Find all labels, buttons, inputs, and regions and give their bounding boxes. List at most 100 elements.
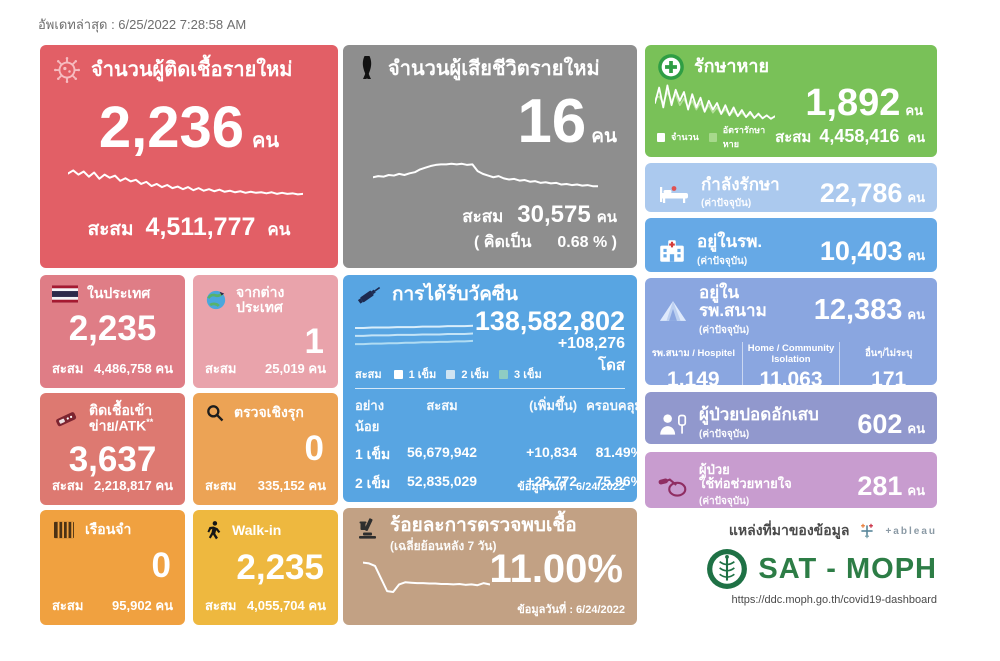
positive-rate-sparkline (363, 555, 490, 597)
dose2-swatch (446, 369, 456, 379)
new-cases-value: 2,236 (98, 95, 245, 160)
breakdown-label: รพ.สนาม / Hospitel (651, 348, 735, 360)
card-recovered: รักษาหาย 1,892 คน จำนวน อัตรารักษาหาย สะ… (645, 45, 937, 157)
cum-value: 25,019 (265, 361, 305, 376)
cum-unit: คน (155, 478, 173, 493)
card-subtitle: (ค่าปัจจุบัน) (699, 324, 750, 336)
cum-value: 335,152 (257, 478, 305, 493)
ventilator-icon (657, 473, 689, 499)
dose2-label: 2 เข็ม (461, 369, 490, 382)
atk-footnote-marks: ** (146, 417, 154, 428)
tableau-logo-icon[interactable] (859, 523, 875, 539)
last-updated-text: อัพเดทล่าสุด : 6/25/2022 7:28:58 AM (38, 17, 247, 32)
ventilator-titles: ผู้ป่วย ใช้ท่อช่วยหายใจ (ค่าปัจจุบัน) (699, 463, 847, 508)
prison-value: 0 (151, 546, 171, 585)
vaccine-cell: 81.49% (595, 444, 637, 461)
cum-label: สะสม (205, 598, 237, 613)
recovered-cum-value: 4,458,416 (819, 125, 900, 146)
card-domestic: ในประเทศ 2,235 สะสม 4,486,758 คน (40, 275, 185, 388)
vaccine-legend: สะสม 1 เข็ม 2 เข็ม 3 เข็ม (343, 365, 637, 383)
card-walkin: Walk-in 2,235 สะสม 4,055,704 คน (193, 510, 338, 625)
pneumonia-value: 602 (857, 408, 903, 439)
card-title-line1: ผู้ป่วย (699, 462, 730, 478)
data-source-block: แหล่งที่มาของข้อมูล +ableau (645, 520, 937, 606)
globe-icon (205, 289, 227, 311)
breakdown-label: Home / Community Isolation (747, 342, 835, 365)
patient-icon (657, 411, 689, 437)
deaths-unit: คน (591, 126, 617, 147)
breakdown-other: อื่นๆ/ไม่ระบุ 171 (839, 341, 937, 385)
walkin-value: 2,235 (236, 548, 324, 587)
dose1-swatch (393, 369, 403, 379)
card-title: Walk-in (232, 522, 282, 539)
cum-label: สะสม (205, 478, 237, 493)
abroad-cum: สะสม 25,019 คน (205, 358, 326, 379)
in-hospital-titles: อยู่ในรพ. (ค่าปัจจุบัน) (697, 233, 810, 269)
card-vaccine: การได้รับวัคซีน 138,582,802 +108,276 โดส… (343, 275, 637, 502)
card-title: การได้รับวัคซีน (392, 283, 518, 305)
cum-unit: คน (155, 361, 173, 376)
card-pneumonia: ผู้ป่วยปอดอักเสบ (ค่าปัจจุบัน) 602 คน (645, 392, 937, 444)
vaccine-delta: +108,276 (557, 335, 625, 353)
card-field-hospital: อยู่ในรพ.สนาม (ค่าปัจจุบัน) 12,383 คน รพ… (645, 278, 937, 385)
card-title-line2: ใช้ท่อช่วยหายใจ (699, 476, 792, 491)
card-positive-rate: ร้อยละการตรวจพบเชื้อ (เฉลี่ยย้อนหลัง 7 ว… (343, 508, 637, 625)
new-cases-unit: คน (252, 130, 280, 152)
ribbon-icon (355, 55, 379, 83)
domestic-cum: สะสม 4,486,758 คน (52, 358, 173, 379)
card-subtitle: (ค่าปัจจุบัน) (697, 255, 748, 267)
thai-flag-icon (52, 285, 78, 303)
card-title: ในประเทศ (87, 285, 151, 302)
card-title: ผู้ป่วยปอดอักเสบ (699, 405, 819, 425)
field-hospital-breakdown: รพ.สนาม / Hospitel 1,149 Home / Communit… (645, 341, 937, 385)
cum-label: สะสม (205, 361, 237, 376)
vaccine-divider (355, 388, 625, 390)
card-subtitle: (ค่าปัจจุบัน) (699, 495, 750, 507)
card-in-treatment: กำลังรักษา (ค่าปัจจุบัน) 22,786 คน (645, 163, 937, 212)
vaccine-total: 138,582,802 (474, 306, 625, 336)
card-deaths: จำนวนผู้เสียชีวิตรายใหม่ 16 คน สะสม 30,5… (343, 45, 637, 268)
positive-rate-value: 11.00% (489, 547, 623, 592)
dashboard-url-link[interactable]: https://ddc.moph.go.th/covid19-dashboard (731, 594, 937, 606)
data-source-label: แหล่งที่มาของข้อมูล (728, 522, 850, 538)
atk-cum: สะสม 2,218,817 คน (52, 475, 173, 496)
card-title: ร้อยละการตรวจพบเชื้อ (390, 515, 577, 536)
cum-value: 95,902 (112, 598, 152, 613)
tableau-wordmark[interactable]: +ableau (885, 525, 937, 537)
deaths-value: 16 (517, 87, 587, 156)
breakdown-value: 171 (871, 367, 907, 385)
deaths-sparkline (373, 147, 598, 203)
vaccine-cell: 1 เข็ม (355, 446, 391, 463)
cum-label: สะสม (52, 478, 84, 493)
card-atk: ติดเชื้อเข้าข่าย/ATK** 3,637 สะสม 2,218,… (40, 393, 185, 505)
dose3-label: 3 เข็ม (514, 369, 542, 382)
card-title: อยู่ในรพ. (697, 232, 763, 252)
virus-icon (52, 55, 82, 85)
legend-label-rate: อัตรารักษาหาย (722, 125, 766, 149)
card-subtitle: (ค่าปัจจุบัน) (699, 428, 750, 440)
deaths-pct-label: ( คิดเป็น (473, 234, 532, 251)
field-hospital-value: 12,383 (813, 294, 903, 327)
cum-value: 4,055,704 (246, 598, 305, 613)
recovered-cross-icon (657, 53, 685, 81)
unit: คน (907, 247, 925, 263)
recovered-legend: จำนวน อัตรารักษาหาย (657, 123, 775, 151)
breakdown-label: อื่นๆ/ไม่ระบุ (865, 348, 913, 360)
proactive-value: 0 (304, 429, 324, 468)
card-title: จากต่างประเทศ (236, 284, 285, 316)
recovered-unit: คน (905, 102, 923, 118)
card-title: จำนวนผู้ติดเชื้อรายใหม่ (91, 59, 293, 81)
breakdown-value: 1,149 (667, 367, 720, 385)
vaccine-col-header: (เพิ่มขึ้น) (529, 398, 578, 414)
search-icon (205, 403, 225, 423)
recovered-value: 1,892 (805, 81, 901, 124)
new-cases-cum-value: 4,511,777 (145, 213, 256, 241)
cum-unit: คน (308, 478, 326, 493)
walking-person-icon (205, 520, 223, 542)
cum-value: 2,218,817 (93, 478, 152, 493)
vaccine-col-header: สะสม (426, 398, 458, 414)
deaths-pct-value: 0.68 % ) (557, 234, 617, 251)
unit: คน (907, 420, 925, 436)
cum-label: สะสม (52, 598, 84, 613)
